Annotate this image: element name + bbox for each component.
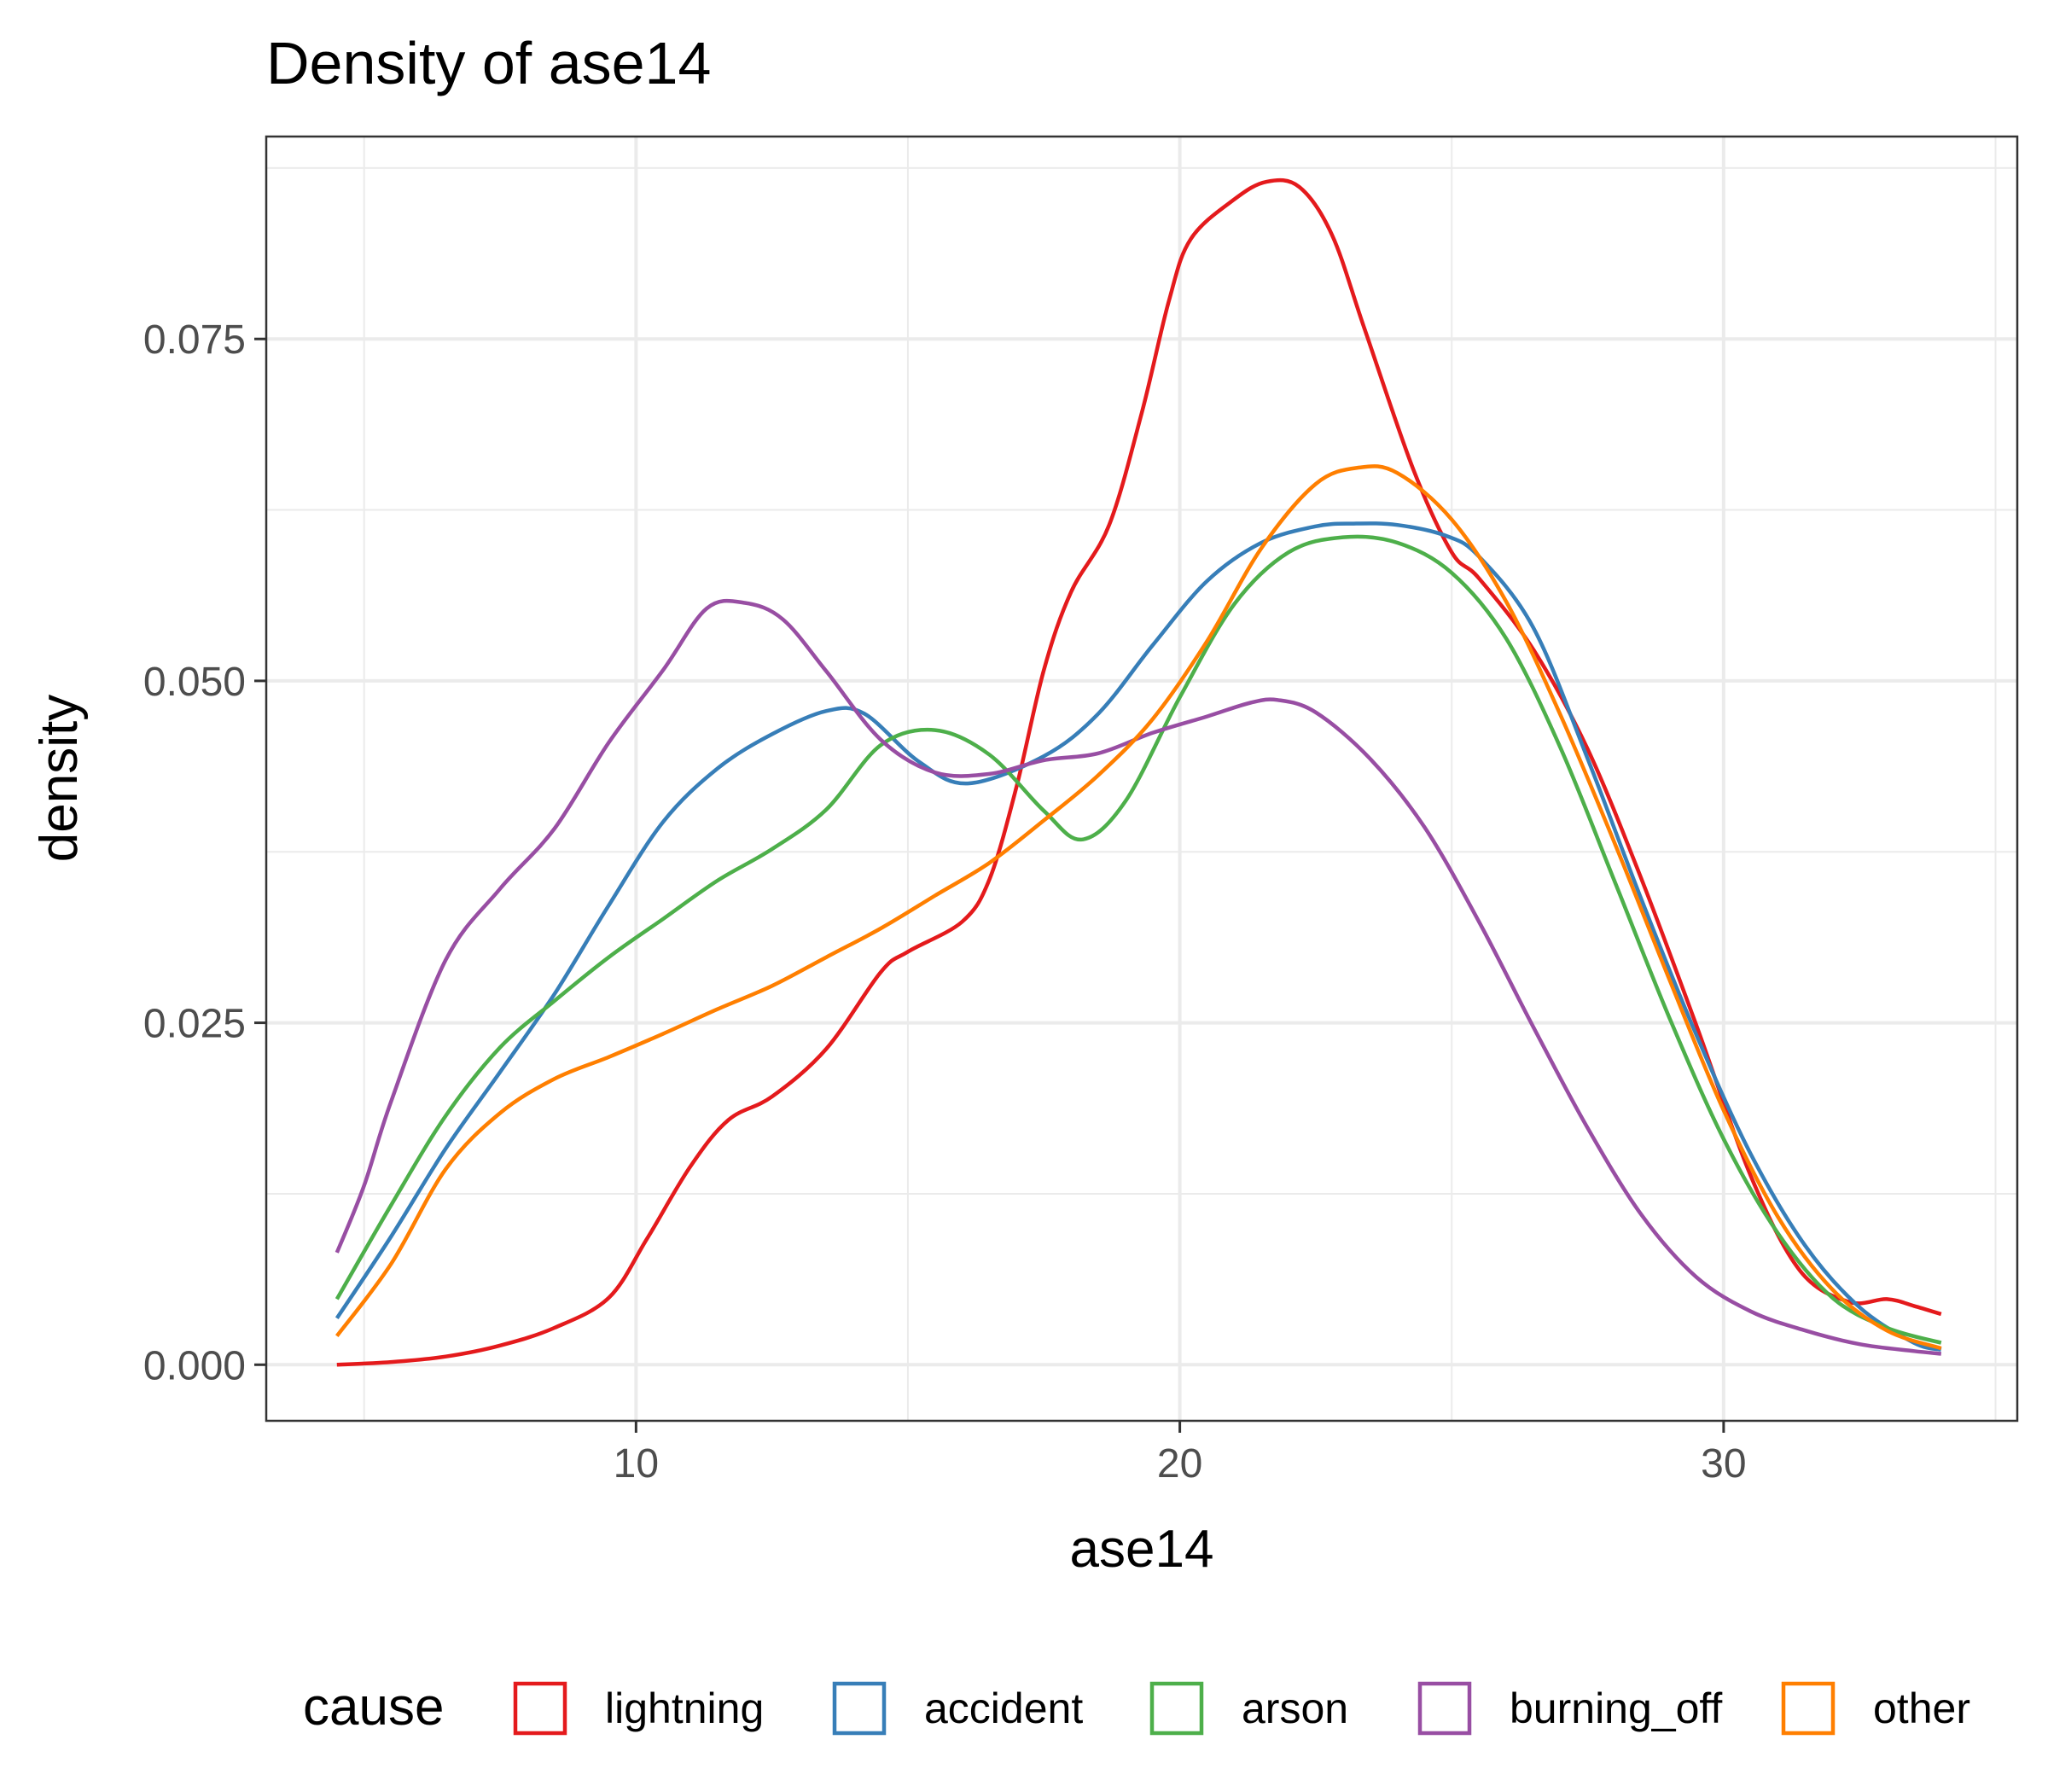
- legend-label-burning-off: burning_off: [1510, 1684, 1722, 1732]
- y-axis-title: density: [30, 695, 89, 862]
- y-tick-label: 0.025: [143, 1002, 246, 1047]
- x-tick-label: 10: [614, 1441, 659, 1487]
- legend-label-accident: accident: [924, 1684, 1083, 1732]
- legend-label-other: other: [1873, 1684, 1970, 1732]
- x-axis-title: ase14: [1070, 1520, 1214, 1579]
- plot-panel: [266, 137, 2017, 1421]
- y-tick-label: 0.050: [143, 660, 246, 705]
- density-curves: [335, 177, 1942, 1367]
- chart-title: Density of ase14: [266, 30, 711, 96]
- x-tick-label: 30: [1701, 1441, 1746, 1487]
- legend-key-arson: [1149, 1681, 1204, 1736]
- axes: 10 20 30 0.000 0.025 0.050 0.075: [143, 317, 1747, 1487]
- legend-key-accident: [832, 1681, 887, 1736]
- legend: cause lightning accident arson burning_off o…: [303, 1678, 1970, 1737]
- grid-lines: [266, 137, 2017, 1421]
- series-line-accident: [335, 521, 1942, 1352]
- y-tick-label: 0.000: [143, 1343, 246, 1388]
- legend-key-other: [1781, 1681, 1836, 1736]
- x-tick-label: 20: [1157, 1441, 1202, 1487]
- series-line-burning-off: [335, 598, 1942, 1356]
- series-line-arson: [335, 534, 1942, 1345]
- plot-panel-border: [265, 135, 2019, 1423]
- legend-title: cause: [303, 1678, 444, 1737]
- series-line-lightning: [336, 177, 1942, 1367]
- legend-label-lightning: lightning: [605, 1684, 764, 1732]
- series-line-other: [335, 464, 1942, 1351]
- legend-key-burning-off: [1417, 1681, 1472, 1736]
- legend-key-lightning: [513, 1681, 567, 1736]
- y-tick-label: 0.075: [143, 317, 246, 363]
- legend-label-arson: arson: [1242, 1684, 1348, 1732]
